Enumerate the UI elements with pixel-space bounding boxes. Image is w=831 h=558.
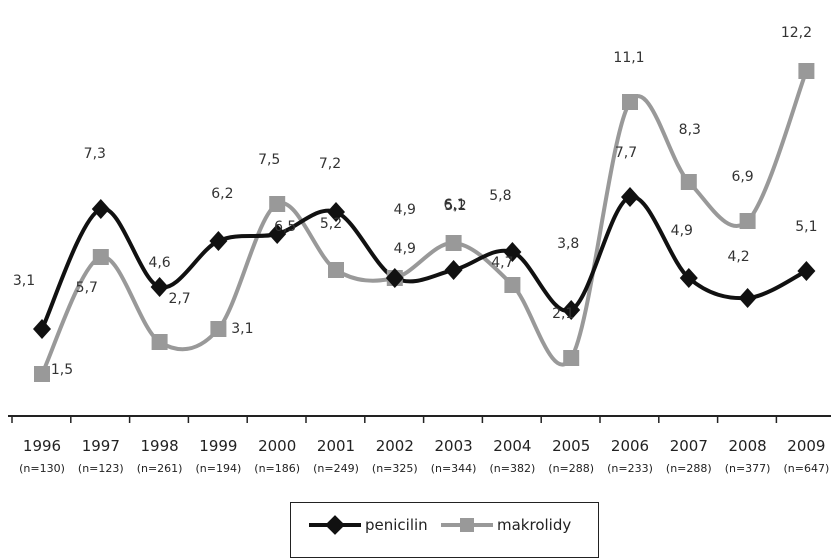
x-sample-size-1996: (n=130) bbox=[19, 462, 65, 475]
data-label-makrolidy-1997: 5,7 bbox=[76, 280, 98, 296]
data-label-makrolidy-2009: 12,2 bbox=[781, 25, 812, 41]
legend-item-makrolidy: makrolidy bbox=[441, 515, 571, 535]
legend-label-penicilin: penicilin bbox=[365, 516, 428, 534]
x-tick-label-2006: 2006 bbox=[611, 437, 649, 455]
series-markers bbox=[33, 63, 816, 382]
data-label-makrolidy-2005: 2,1 bbox=[552, 306, 574, 322]
marker-makrolidy-1998 bbox=[151, 334, 168, 350]
marker-penicilin-2009 bbox=[797, 261, 816, 281]
marker-makrolidy-2001 bbox=[328, 262, 344, 278]
marker-penicilin-2002 bbox=[385, 268, 404, 288]
marker-makrolidy-2006 bbox=[622, 94, 638, 110]
marker-penicilin-2008 bbox=[738, 288, 757, 308]
x-sample-size-2006: (n=233) bbox=[607, 462, 653, 475]
x-sample-size-2007: (n=288) bbox=[666, 462, 712, 475]
data-label-penicilin-2003: 5,2 bbox=[444, 198, 466, 214]
marker-makrolidy-1997 bbox=[92, 249, 109, 265]
marker-makrolidy-2003 bbox=[445, 235, 462, 251]
legend-swatch-makrolidy bbox=[441, 518, 493, 532]
x-sample-size-2003: (n=344) bbox=[431, 462, 477, 475]
x-sample-size-2000: (n=186) bbox=[254, 462, 300, 475]
data-label-makrolidy-1996: 1,5 bbox=[51, 362, 73, 378]
marker-makrolidy-2000 bbox=[269, 196, 286, 212]
data-label-penicilin-1998: 4,6 bbox=[148, 255, 170, 271]
x-tick-label-2004: 2004 bbox=[493, 437, 531, 455]
marker-penicilin-2003 bbox=[444, 260, 463, 280]
marker-penicilin-1997 bbox=[91, 199, 110, 219]
marker-makrolidy-2009 bbox=[798, 63, 815, 79]
data-label-penicilin-1996: 3,1 bbox=[13, 273, 35, 289]
x-sample-size-2009: (n=647) bbox=[784, 462, 830, 475]
data-label-makrolidy-2008: 6,9 bbox=[731, 169, 753, 185]
x-sample-size-2008: (n=377) bbox=[725, 462, 771, 475]
x-tick-label-2002: 2002 bbox=[376, 437, 414, 455]
data-label-penicilin-2001: 7,2 bbox=[319, 156, 341, 172]
legend-label-makrolidy: makrolidy bbox=[497, 516, 572, 534]
x-tick-label-2008: 2008 bbox=[729, 437, 767, 455]
data-label-penicilin-2005: 3,8 bbox=[557, 236, 579, 252]
x-sample-size-1997: (n=123) bbox=[78, 462, 124, 475]
legend-item-penicilin: penicilin bbox=[309, 515, 428, 535]
marker-penicilin-2006 bbox=[621, 187, 639, 207]
x-tick-label-2009: 2009 bbox=[787, 437, 825, 455]
x-tick-label-2003: 2003 bbox=[435, 437, 473, 455]
marker-makrolidy-1996 bbox=[34, 366, 50, 382]
data-label-penicilin-1999: 6,2 bbox=[211, 186, 233, 202]
marker-makrolidy-2007 bbox=[680, 174, 697, 190]
marker-penicilin-2007 bbox=[679, 268, 698, 288]
data-label-penicilin-2009: 5,1 bbox=[795, 219, 817, 235]
data-label-penicilin-2006: 7,7 bbox=[615, 145, 637, 161]
data-label-makrolidy-1999: 3,1 bbox=[231, 321, 253, 337]
x-sample-size-2001: (n=249) bbox=[313, 462, 359, 475]
x-axis-labels: 1996 (n=130) 1997 (n=123) 1998 (n=261) 1999 (n=… bbox=[19, 437, 829, 475]
x-tick-label-2007: 2007 bbox=[670, 437, 708, 455]
x-tick-label-1996: 1996 bbox=[23, 437, 61, 455]
line-chart: 3,1 7,3 4,6 6,2 6,5 7,2 4,9 5,2 5,8 3,8 7,7 4,9 4,2 5… bbox=[8, 25, 831, 475]
marker-makrolidy-2005 bbox=[563, 350, 580, 366]
data-label-makrolidy-2006: 11,1 bbox=[613, 50, 644, 66]
data-label-penicilin-2002: 4,9 bbox=[394, 202, 416, 218]
data-label-penicilin-2007: 4,9 bbox=[671, 223, 693, 239]
data-label-makrolidy-2002: 4,9 bbox=[394, 241, 416, 257]
x-sample-size-2002: (n=325) bbox=[372, 462, 418, 475]
data-label-makrolidy-2003: 6,1 bbox=[443, 197, 465, 213]
x-tick-label-1998: 1998 bbox=[141, 437, 179, 455]
data-label-penicilin-1997: 7,3 bbox=[84, 146, 106, 162]
x-axis-ticks bbox=[11, 416, 778, 423]
marker-penicilin-2004 bbox=[503, 242, 522, 262]
x-sample-size-1999: (n=194) bbox=[196, 462, 242, 475]
data-labels: 3,1 7,3 4,6 6,2 6,5 7,2 4,9 5,2 5,8 3,8 7,7 4,9 4,2 5… bbox=[13, 25, 818, 378]
data-label-penicilin-2000: 6,5 bbox=[274, 219, 296, 235]
x-tick-label-2005: 2005 bbox=[552, 437, 590, 455]
legend-swatch-penicilin bbox=[309, 515, 361, 535]
marker-penicilin-2001 bbox=[327, 202, 345, 222]
marker-penicilin-1996 bbox=[33, 319, 51, 339]
x-tick-label-1997: 1997 bbox=[82, 437, 120, 455]
x-tick-label-2000: 2000 bbox=[258, 437, 296, 455]
x-sample-size-1998: (n=261) bbox=[137, 462, 183, 475]
x-sample-size-2004: (n=382) bbox=[490, 462, 536, 475]
marker-makrolidy-2008 bbox=[739, 213, 756, 229]
marker-penicilin-1998 bbox=[150, 277, 169, 297]
data-label-makrolidy-2001: 5,2 bbox=[320, 216, 342, 232]
marker-penicilin-2005 bbox=[562, 300, 581, 320]
data-label-penicilin-2008: 4,2 bbox=[727, 249, 749, 265]
data-label-penicilin-2004: 5,8 bbox=[489, 188, 511, 204]
data-label-makrolidy-2000: 7,5 bbox=[258, 152, 280, 168]
legend: penicilin makrolidy bbox=[290, 502, 599, 558]
marker-penicilin-2000 bbox=[268, 224, 287, 244]
x-tick-label-2001: 2001 bbox=[317, 437, 355, 455]
x-sample-size-2005: (n=288) bbox=[548, 462, 594, 475]
marker-makrolidy-2004 bbox=[504, 277, 521, 293]
data-label-makrolidy-2004: 4,7 bbox=[491, 255, 513, 271]
x-tick-label-1999: 1999 bbox=[199, 437, 237, 455]
data-label-makrolidy-1998: 2,7 bbox=[168, 291, 190, 307]
marker-makrolidy-1999 bbox=[210, 321, 227, 337]
marker-penicilin-1999 bbox=[209, 231, 228, 251]
data-label-makrolidy-2007: 8,3 bbox=[679, 122, 701, 138]
